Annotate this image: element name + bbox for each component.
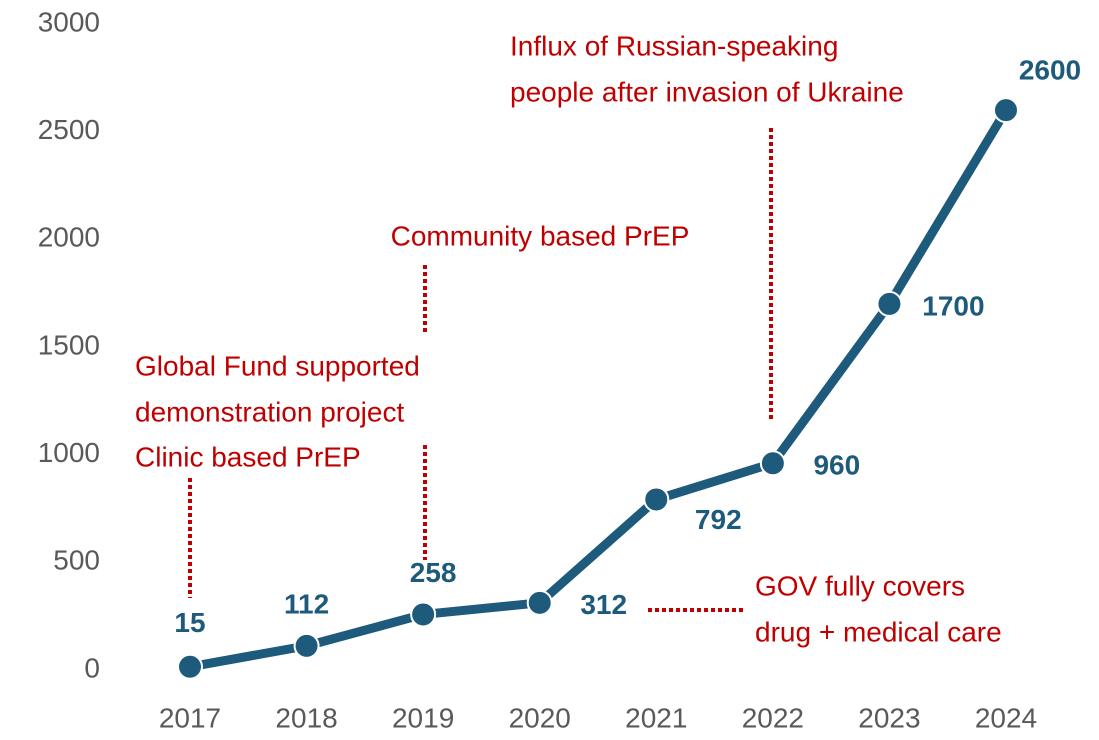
x-tick-label: 2017: [159, 702, 221, 733]
annotation: drug + medical care: [755, 616, 1002, 647]
y-tick-label: 2000: [38, 222, 100, 253]
x-tick-label: 2023: [858, 702, 920, 733]
data-label: 258: [410, 557, 457, 588]
data-point: [993, 97, 1019, 124]
y-tick-label: 1000: [38, 437, 100, 468]
x-tick-label: 2022: [742, 702, 804, 733]
x-tick-label: 2020: [509, 702, 571, 733]
y-tick-label: 0: [84, 652, 100, 683]
y-tick-label: 2500: [38, 114, 100, 145]
annotation: Global Fund supported: [135, 350, 420, 381]
data-point: [643, 486, 670, 513]
annotation: GOV fully covers: [755, 570, 965, 601]
data-label: 2600: [1019, 55, 1081, 86]
y-tick-label: 1500: [38, 329, 100, 360]
annotation: people after invasion of Ukraine: [510, 76, 904, 107]
data-point: [876, 290, 903, 317]
annotation: demonstration project: [135, 396, 404, 427]
data-point: [526, 589, 553, 616]
x-tick-label: 2019: [392, 702, 454, 733]
y-tick-label: 3000: [38, 6, 100, 37]
series-line: [189, 107, 1010, 672]
data-point: [759, 450, 786, 477]
data-label: 312: [580, 589, 627, 620]
annotation: Influx of Russian-speaking: [510, 30, 838, 61]
data-point: [293, 632, 320, 659]
data-point: [177, 653, 203, 680]
annotation: Clinic based PrEP: [135, 441, 361, 472]
data-label: 1700: [922, 290, 984, 321]
data-label: 15: [174, 607, 205, 638]
x-tick-label: 2018: [275, 702, 337, 733]
y-tick-label: 500: [53, 545, 100, 576]
x-tick-label: 2024: [975, 702, 1037, 733]
annotation: Community based PrEP: [391, 220, 690, 251]
data-point: [410, 601, 437, 628]
x-tick-label: 2021: [625, 702, 687, 733]
data-label: 112: [284, 588, 329, 619]
data-label: 792: [695, 504, 742, 535]
data-label: 960: [813, 450, 860, 481]
